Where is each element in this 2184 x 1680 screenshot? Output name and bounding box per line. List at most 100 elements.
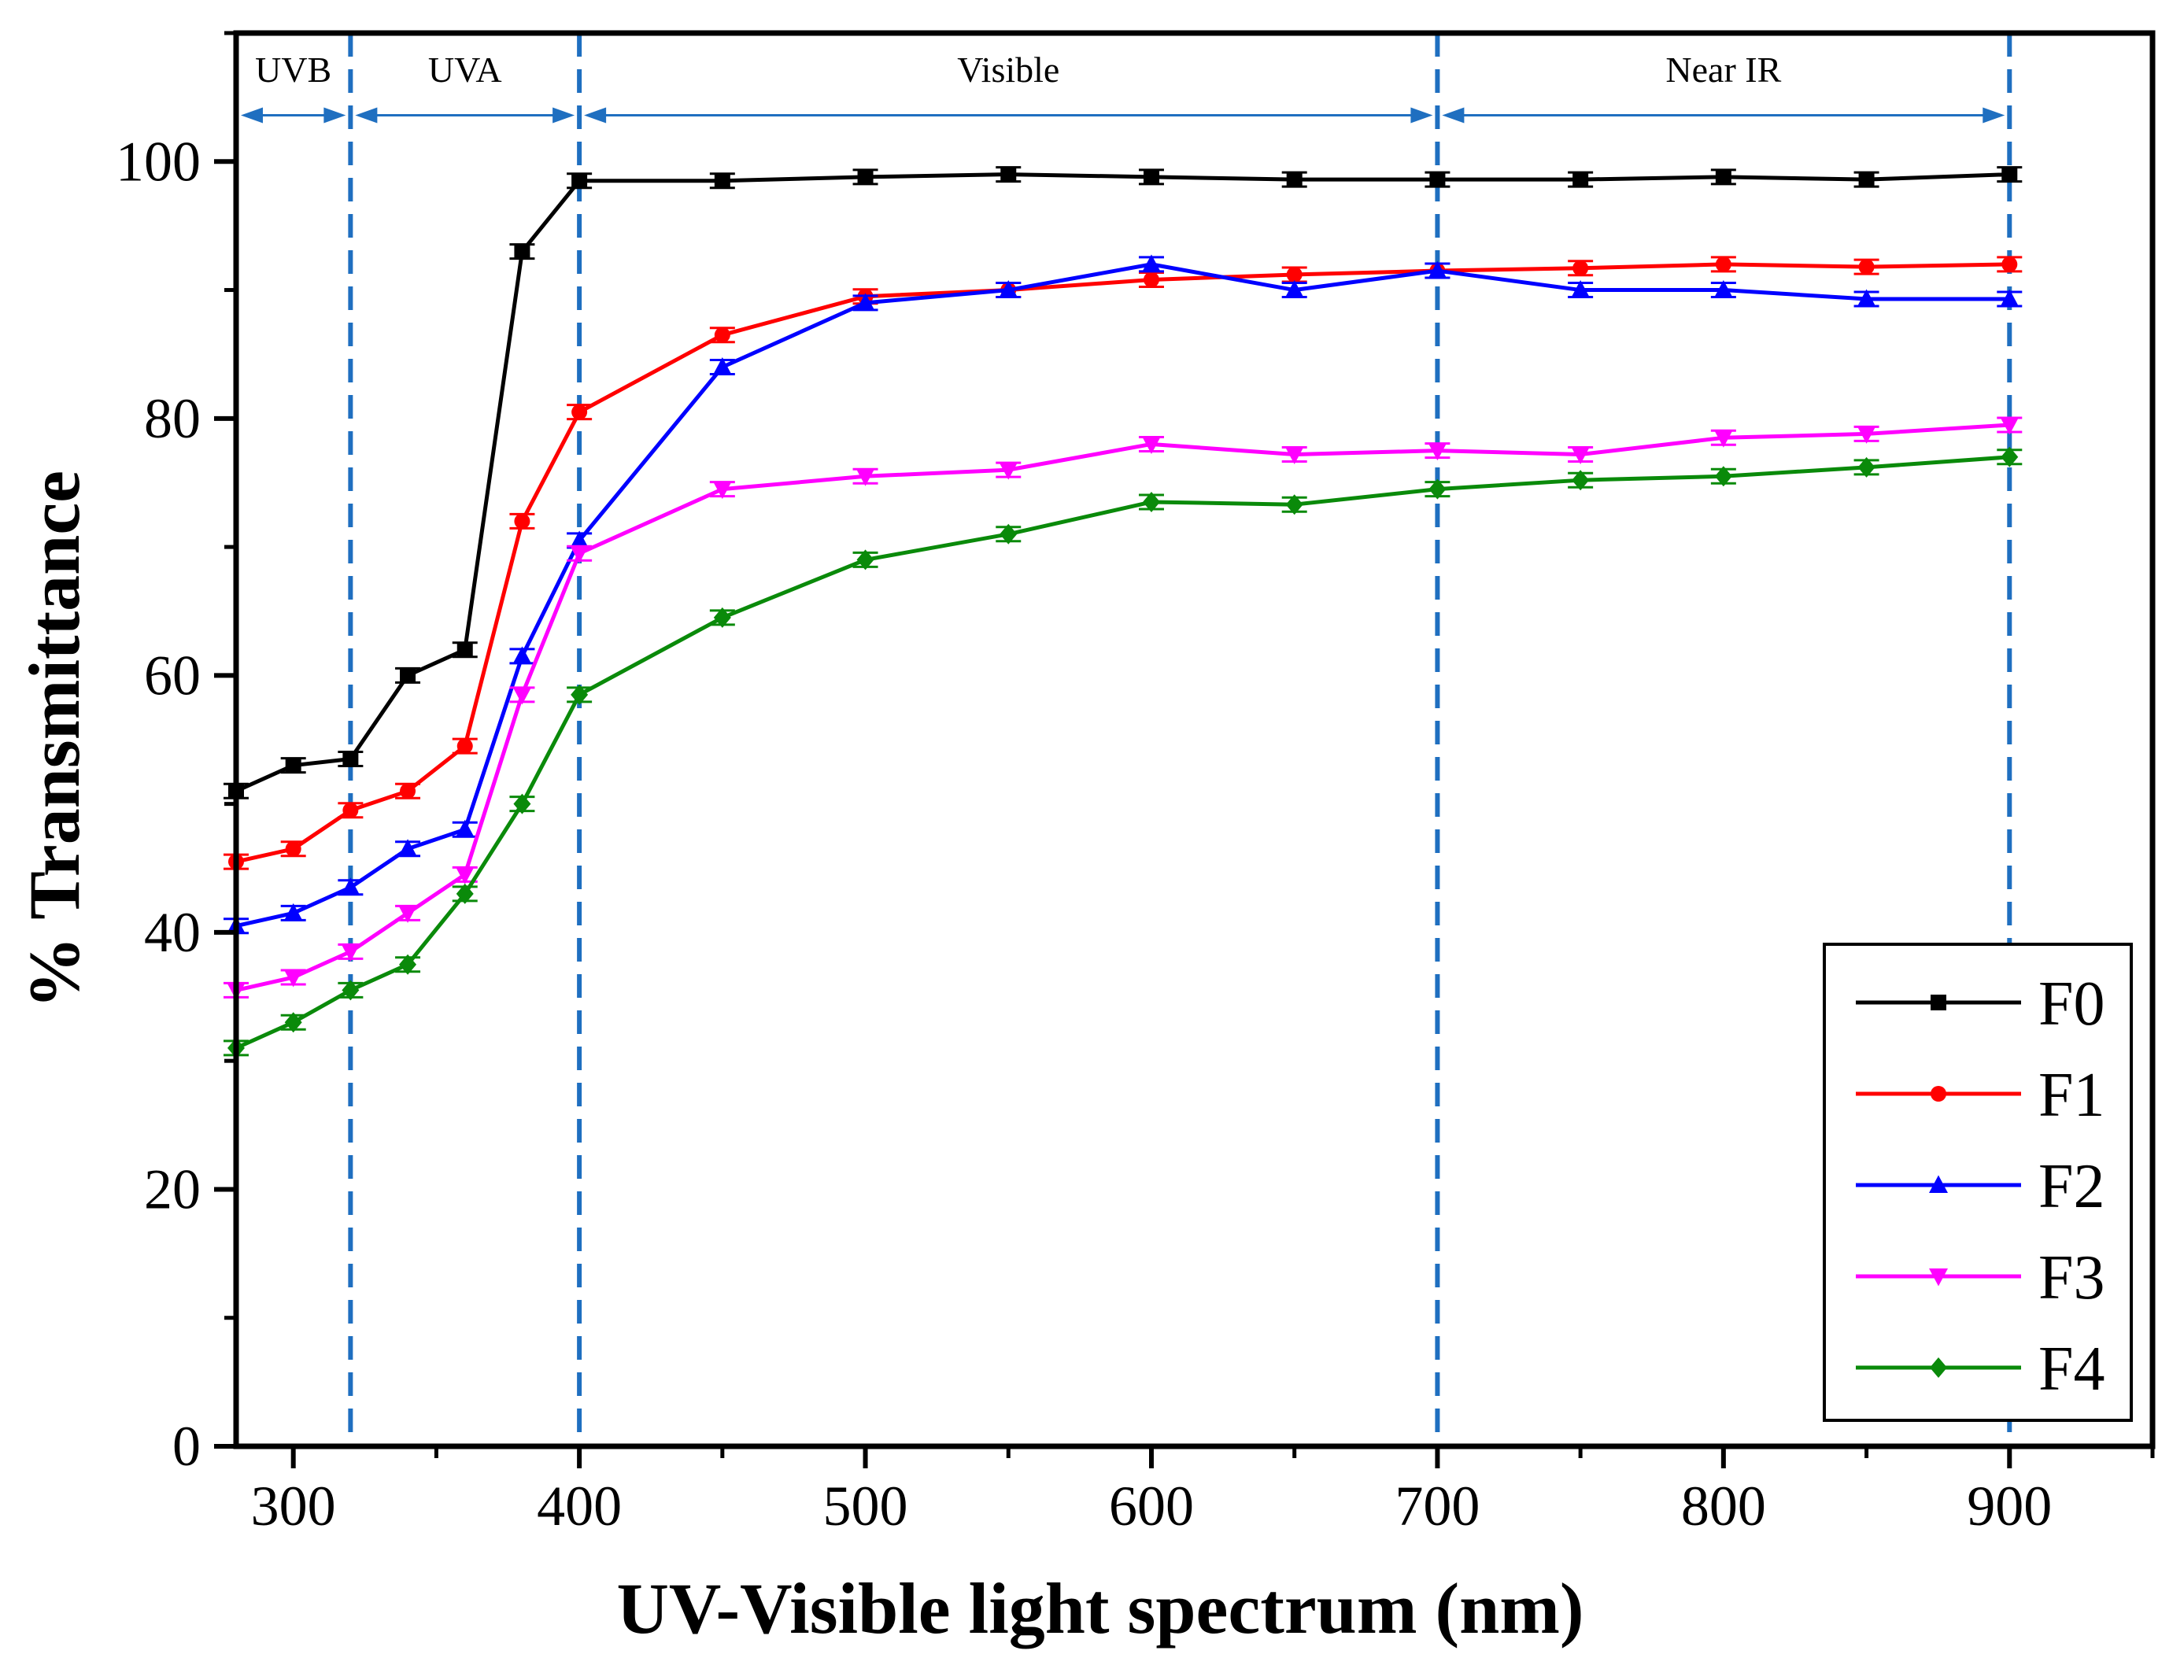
data-point	[341, 943, 360, 962]
data-point	[1428, 442, 1447, 461]
data-point	[713, 607, 731, 628]
data-point	[1429, 172, 1446, 188]
data-point	[456, 641, 473, 658]
data-point	[1929, 1268, 1948, 1287]
data-point	[1000, 166, 1017, 183]
series-lines	[224, 166, 2023, 1058]
data-point	[1715, 168, 1731, 185]
y-tick-label: 40	[144, 901, 201, 964]
data-point	[571, 684, 589, 705]
series-f2	[224, 254, 2023, 935]
data-point	[455, 866, 475, 884]
data-point	[714, 327, 730, 343]
data-point	[1713, 430, 1733, 448]
series-f1	[224, 256, 2023, 870]
data-point	[514, 243, 530, 260]
legend-label: F0	[2038, 969, 2105, 1039]
data-point	[1931, 995, 1946, 1010]
data-point	[570, 530, 589, 548]
data-point	[2001, 256, 2018, 272]
region-arrow-head-right	[1983, 107, 2005, 124]
region-label: Visible	[957, 50, 1059, 90]
legend-entry-f2: F2	[1856, 1152, 2105, 1221]
data-point	[571, 172, 588, 189]
legend: F0 F1 F2 F3 F4	[1823, 943, 2133, 1422]
data-point	[1284, 280, 1304, 298]
data-point	[2000, 416, 2020, 435]
data-point	[714, 172, 730, 189]
x-tick-label: 600	[1109, 1475, 1194, 1538]
data-point	[1571, 446, 1591, 465]
plot-frame	[233, 30, 2156, 1449]
data-point	[1572, 470, 1590, 491]
series-line	[235, 262, 2010, 864]
data-point	[456, 883, 474, 904]
data-point	[285, 840, 301, 857]
plot-border	[233, 30, 2156, 1449]
data-point	[1284, 446, 1304, 465]
region-label: Near IR	[1665, 50, 1781, 90]
data-point	[1929, 1175, 1948, 1193]
series-line	[235, 172, 2010, 793]
data-point	[283, 903, 303, 921]
data-point	[1715, 256, 1731, 272]
data-point	[1286, 266, 1303, 282]
region-arrow-head-right	[323, 107, 346, 124]
data-point	[342, 751, 359, 767]
data-point	[1000, 523, 1018, 545]
legend-entry-f3: F3	[1856, 1243, 2105, 1313]
data-point	[1571, 280, 1591, 298]
data-point	[1143, 168, 1159, 185]
x-tick-label: 900	[1967, 1475, 2052, 1538]
legend-label: F4	[2038, 1335, 2105, 1404]
region-arrow-head-right	[1410, 107, 1433, 124]
data-point	[1857, 456, 1875, 478]
data-point	[285, 757, 301, 774]
y-tick-label: 0	[172, 1415, 201, 1478]
y-axis-title: % Transmittance	[14, 471, 94, 1009]
data-point	[284, 1012, 302, 1033]
data-point	[455, 819, 475, 838]
data-point	[1286, 172, 1303, 188]
data-point	[999, 280, 1018, 298]
legend-entry-f1: F1	[1856, 1061, 2105, 1130]
series-f4	[224, 446, 2023, 1058]
data-point	[512, 686, 532, 705]
legend-entry-f0: F0	[1856, 969, 2105, 1039]
data-point	[1428, 260, 1447, 279]
axes: 300 400 500 600 700 800 900 0 20 40 60 80 100	[116, 31, 2155, 1538]
data-point	[1858, 259, 1875, 275]
data-point	[712, 357, 732, 375]
series-f0	[224, 166, 2023, 799]
data-point	[1931, 1086, 1946, 1102]
data-point	[513, 793, 531, 814]
data-point	[857, 168, 874, 185]
data-point	[398, 839, 418, 857]
x-tick-label: 300	[251, 1475, 336, 1538]
data-point	[1930, 1357, 1947, 1378]
y-tick-label: 100	[116, 130, 201, 193]
data-point	[456, 738, 473, 755]
data-point	[1142, 491, 1160, 512]
legend-label: F1	[2038, 1061, 2105, 1130]
region-arrow-head-left	[584, 107, 607, 124]
y-tick-label: 20	[144, 1158, 201, 1220]
region-arrow-head-left	[355, 107, 378, 124]
x-tick-label: 500	[823, 1475, 908, 1538]
data-point	[855, 468, 875, 486]
data-point	[2001, 446, 2019, 467]
data-point	[2001, 166, 2018, 183]
data-point	[341, 877, 360, 895]
data-point	[514, 513, 530, 530]
legend-entry-f4: F4	[1856, 1335, 2105, 1404]
data-point	[1714, 466, 1732, 487]
data-point	[1572, 172, 1589, 188]
data-point	[1285, 494, 1303, 515]
data-point	[1857, 426, 1876, 444]
data-point	[1141, 254, 1161, 272]
x-tick-label: 700	[1395, 1475, 1480, 1538]
region-arrow-head-left	[241, 107, 263, 124]
data-point	[400, 783, 416, 799]
data-point	[712, 481, 732, 500]
